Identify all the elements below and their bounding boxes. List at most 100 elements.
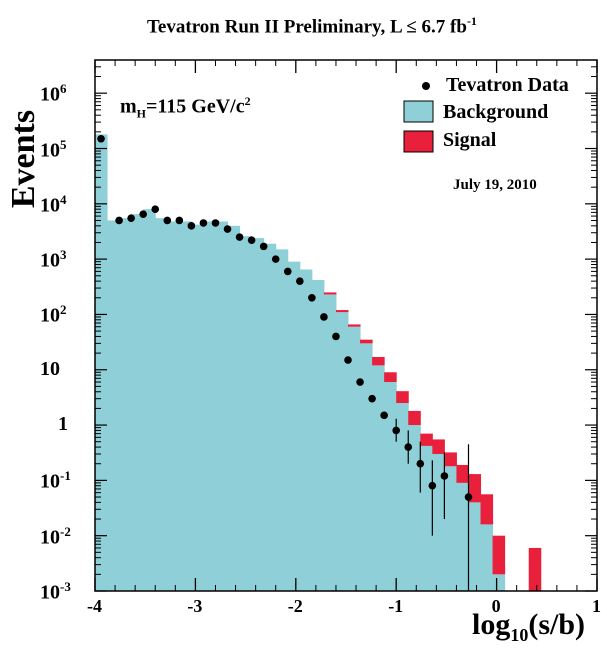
signal-bar [323, 292, 337, 295]
y-tick-label: 105 [40, 136, 67, 162]
signal-bar [408, 410, 421, 426]
data-point [247, 236, 256, 244]
signal-bar [360, 339, 373, 344]
background-bar [492, 574, 506, 591]
background-bar [215, 221, 229, 591]
data-point [416, 459, 425, 468]
legend-background-swatch [403, 100, 434, 123]
data-point [283, 267, 292, 276]
data-point [320, 313, 328, 321]
data-point [404, 443, 413, 451]
legend-data-marker [422, 82, 430, 90]
data-point [344, 356, 352, 364]
signal-bar [372, 357, 385, 366]
data-point [187, 222, 196, 230]
data-point [163, 216, 172, 225]
data-point [368, 394, 376, 403]
background-bar [323, 294, 337, 591]
y-tick-label: 106 [40, 81, 67, 106]
data-point [139, 210, 147, 218]
background-bar [227, 225, 241, 592]
y-tick-label: 102 [40, 302, 67, 328]
histogram-bins [95, 134, 542, 592]
signal-bar [480, 494, 494, 525]
y-tick-label: 10-3 [40, 579, 71, 604]
background-bar [480, 524, 494, 591]
legend-label-data: Tevatron Data [446, 74, 569, 96]
data-point [115, 216, 123, 225]
background-bar [287, 261, 301, 591]
background-bar [408, 425, 421, 591]
axis-ticks [94, 60, 598, 592]
background-bar [203, 221, 216, 591]
signal-bar [456, 464, 469, 483]
background-bar [299, 269, 313, 591]
background-bar [420, 445, 433, 591]
x-tick-label: -2 [287, 596, 303, 616]
background-bar [143, 209, 156, 591]
signal-bar [444, 452, 457, 467]
data-point [271, 255, 280, 263]
data-point [464, 493, 473, 501]
signal-bar [335, 310, 349, 313]
data-point [211, 219, 220, 227]
signal-bar [384, 372, 397, 383]
data-point [235, 233, 244, 241]
plot-frame [94, 59, 598, 592]
signal-bar [348, 324, 361, 327]
legend-signal-swatch [403, 130, 434, 153]
background-bar [311, 279, 325, 591]
x-tick-label: -4 [87, 596, 102, 616]
background-bar [468, 502, 482, 591]
background-bar [432, 453, 445, 591]
y-tick-label: 104 [40, 191, 67, 217]
data-point [175, 216, 184, 225]
background-bar [456, 482, 469, 591]
background-bar [167, 221, 180, 591]
background-bar [239, 236, 253, 591]
date-annotation: July 19, 2010 [453, 177, 537, 193]
y-tick-label: 10-2 [40, 523, 71, 549]
data-point [356, 378, 364, 386]
x-tick-label: -1 [388, 596, 404, 616]
background-bar [444, 466, 457, 591]
background-bar [372, 365, 385, 591]
signal-bar [432, 439, 445, 454]
background-bar [107, 220, 120, 591]
background-bar [179, 221, 192, 591]
data-point [440, 472, 449, 480]
background-bar [131, 214, 144, 591]
signal-bar [492, 535, 506, 575]
signal-bar [528, 547, 542, 591]
legend-label-signal: Signal [443, 129, 497, 151]
background-bar [335, 312, 349, 591]
data-point [199, 219, 208, 227]
y-tick-label: 1 [58, 413, 68, 436]
background-bar [348, 326, 361, 591]
data-point [332, 332, 340, 341]
signal-bar [420, 433, 433, 446]
background-bar [155, 218, 168, 591]
data-point [259, 242, 268, 251]
background-bar [251, 238, 265, 592]
background-bar [384, 382, 397, 591]
legend-label-background: Background [443, 101, 549, 123]
data-point [392, 426, 401, 435]
x-tick-label: -3 [187, 596, 203, 616]
x-axis-label: log10(s/b) [472, 608, 586, 645]
y-tick-label: 103 [40, 247, 67, 272]
background-bar [263, 243, 277, 592]
x-tick-label: 1 [592, 596, 601, 616]
background-bar [360, 343, 373, 591]
data-point [97, 134, 105, 143]
background-bar [119, 218, 132, 591]
signal-bar [396, 391, 409, 404]
data-point [428, 481, 437, 490]
background-bar [191, 224, 204, 591]
y-axis-label: Events [5, 109, 42, 209]
data-points [97, 134, 473, 591]
data-point [308, 293, 316, 302]
chart-title: Tevatron Run II Preliminary, L ≤ 6.7 fb-… [147, 14, 477, 38]
higgs-mass-annotation: mH=115 GeV/c2 [120, 94, 251, 121]
